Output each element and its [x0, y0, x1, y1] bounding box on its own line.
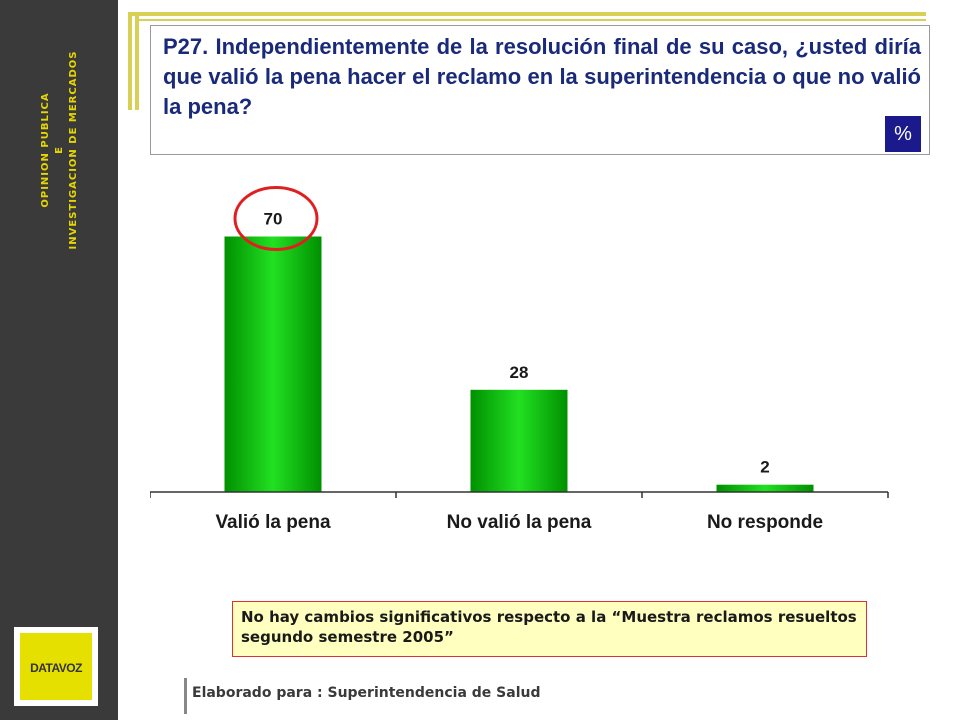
- footer-divider: [184, 678, 187, 714]
- question-text: P27. Independientemente de la resolución…: [163, 34, 921, 119]
- logo-background: DATAVOZ: [20, 633, 92, 700]
- note-box: No hay cambios significativos respecto a…: [232, 601, 867, 657]
- bar: [716, 484, 814, 492]
- data-label: 2: [760, 458, 769, 477]
- data-label: 70: [264, 210, 283, 229]
- footer-text: Elaborado para : Superintendencia de Sal…: [192, 685, 541, 701]
- decorative-bar-horizontal: [128, 12, 926, 16]
- bar-chart: 70 Valió la pena 28 No valió la pena 2 No res…: [150, 186, 889, 533]
- datavoz-logo: DATAVOZ: [14, 627, 98, 706]
- decorative-bar-vertical: [128, 12, 132, 110]
- highlight-circle: [233, 186, 319, 251]
- sidebar-line-1: OPINION PUBLICA: [40, 92, 51, 208]
- sidebar-line-3: INVESTIGACION DE MERCADOS: [68, 50, 79, 250]
- category-label: No responde: [707, 512, 823, 533]
- category-label: Valió la pena: [215, 512, 331, 533]
- category-label: No valió la pena: [447, 512, 592, 533]
- logo-text: DATAVOZ: [30, 661, 82, 675]
- sidebar: OPINION PUBLICA E INVESTIGACION DE MERCA…: [0, 0, 118, 720]
- sidebar-caption: OPINION PUBLICA E INVESTIGACION DE MERCA…: [39, 51, 81, 250]
- bar: [470, 389, 568, 492]
- percent-badge: %: [885, 116, 921, 152]
- bar: [224, 236, 322, 492]
- sidebar-line-2: E: [54, 146, 65, 154]
- decorative-bar-vertical: [135, 12, 139, 110]
- decorative-bar-horizontal: [135, 19, 926, 21]
- data-label: 28: [510, 363, 529, 382]
- question-box: P27. Independientemente de la resolución…: [150, 25, 930, 155]
